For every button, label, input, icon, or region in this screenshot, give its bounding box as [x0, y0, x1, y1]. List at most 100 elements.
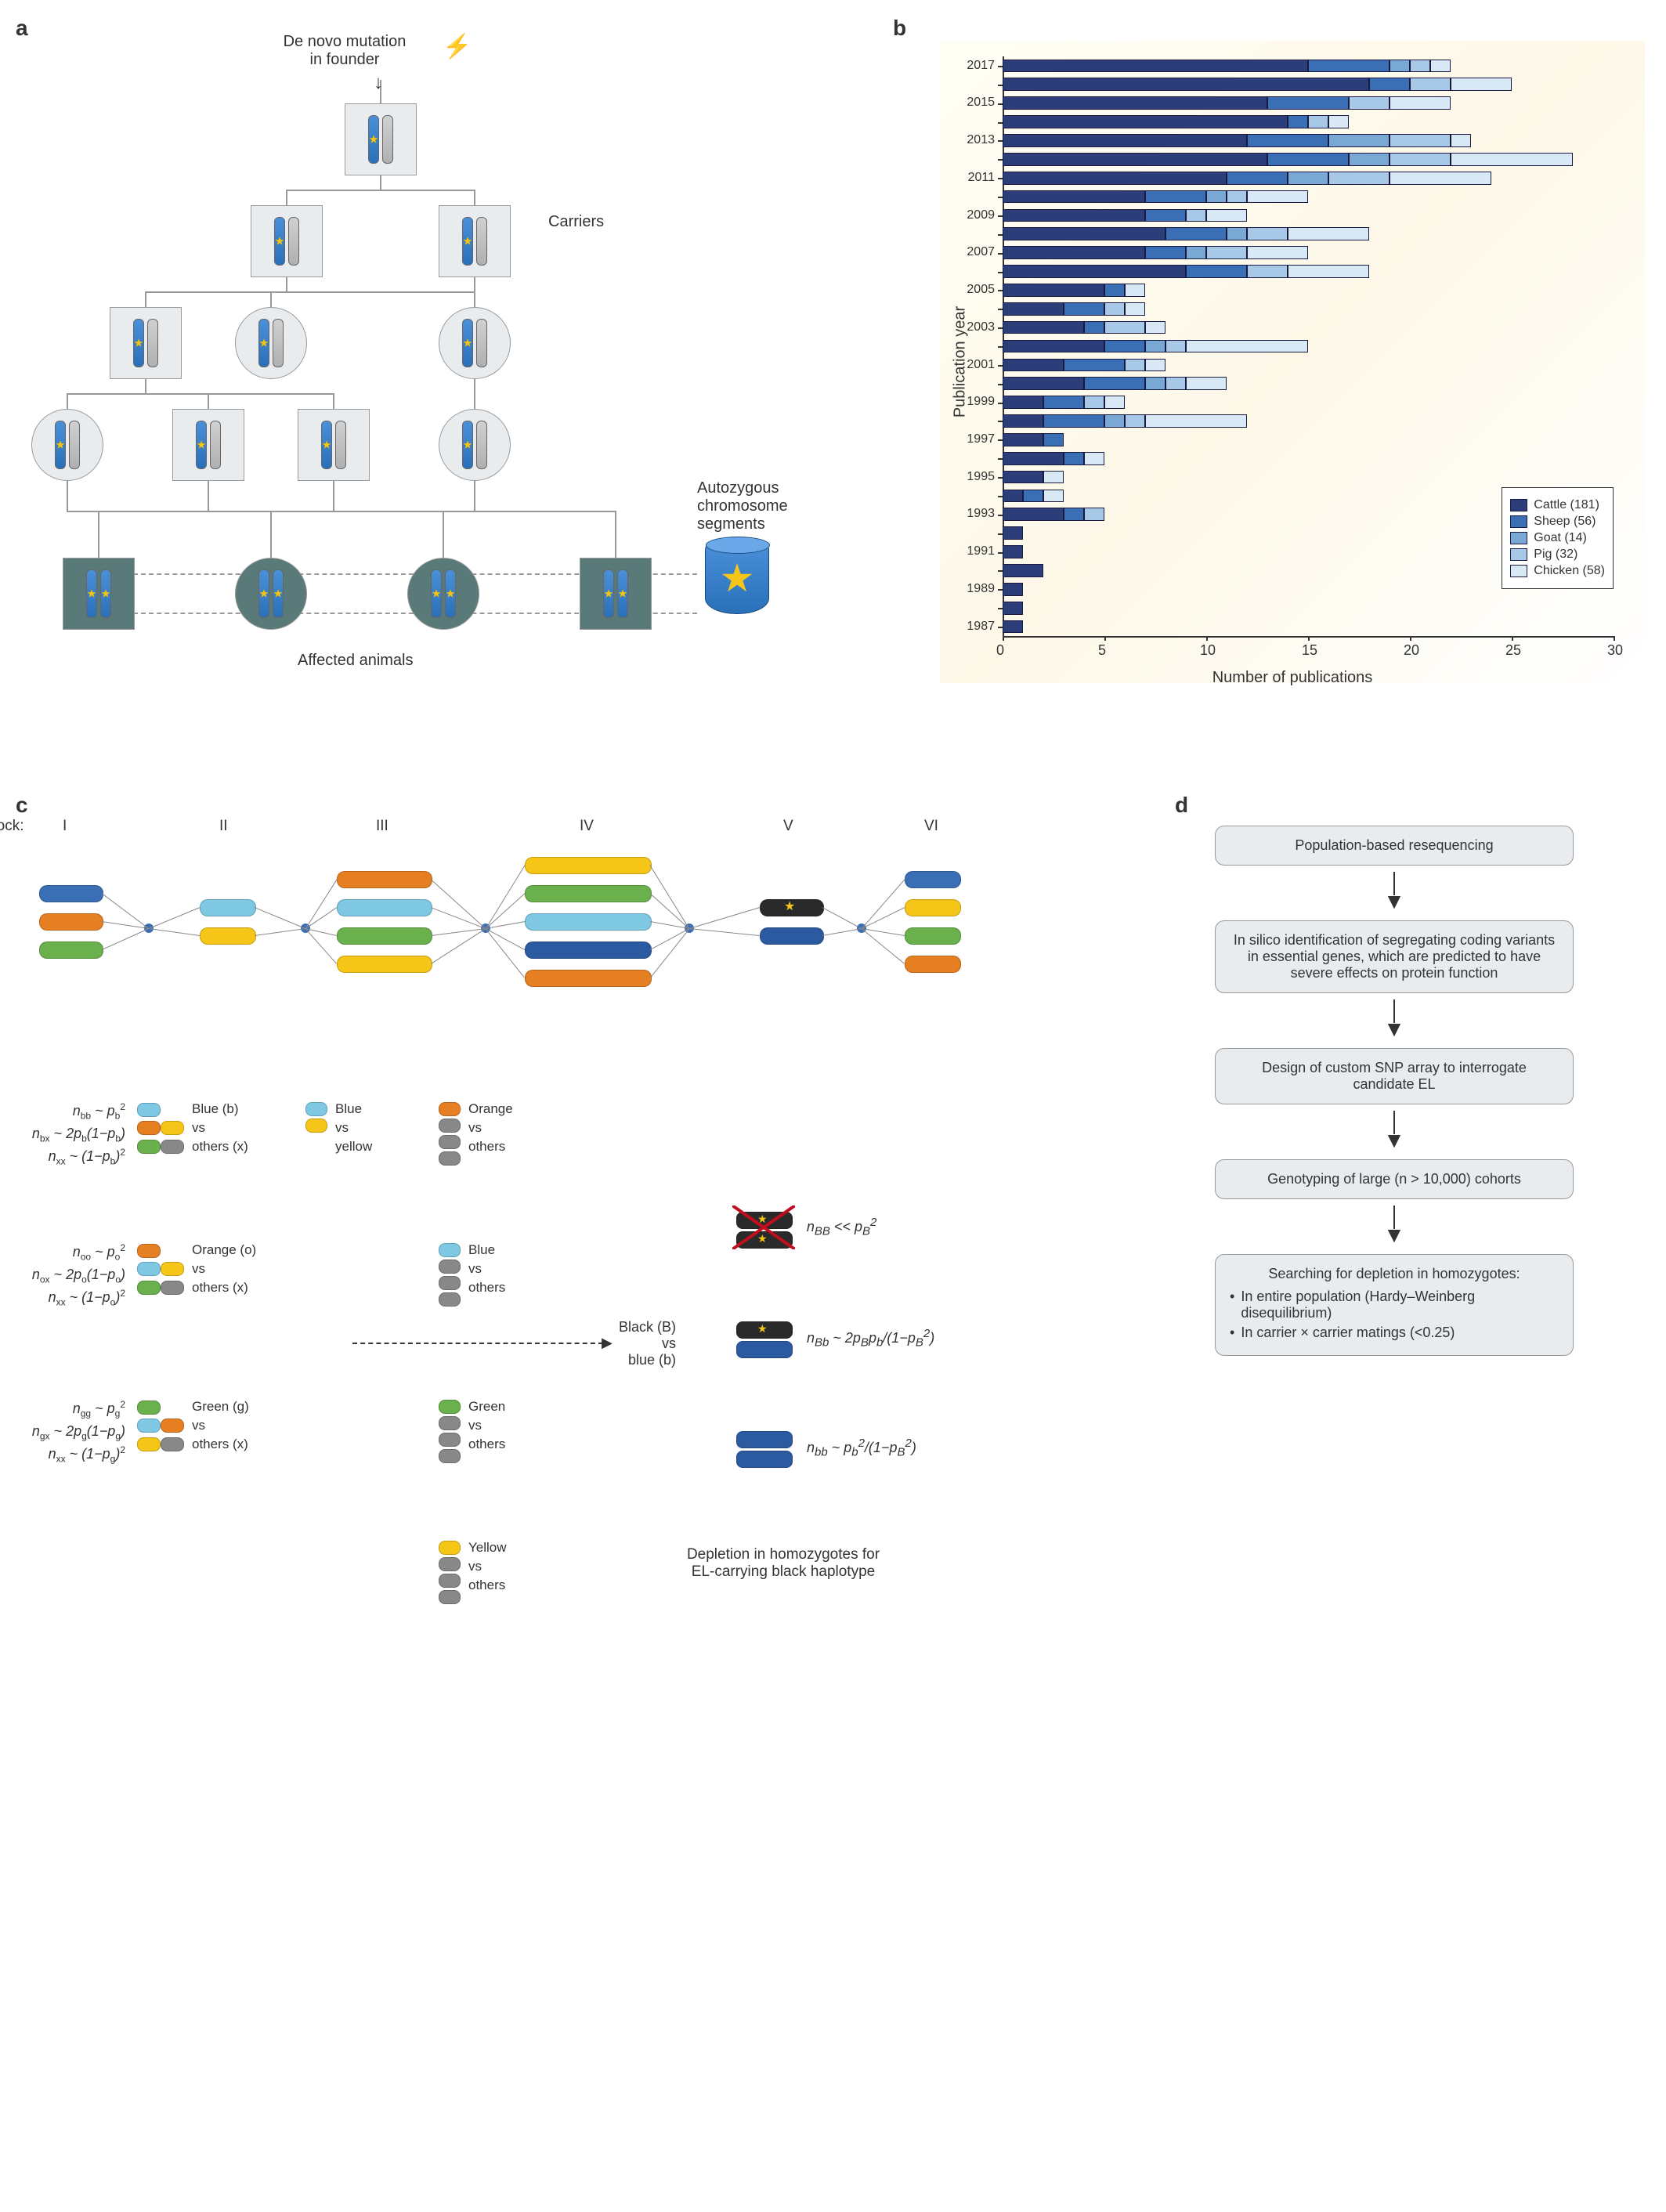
chromosome — [288, 217, 299, 266]
bar-segment-pig — [1125, 359, 1145, 372]
bar-segment-cattle — [1003, 209, 1145, 222]
connector-line — [430, 879, 486, 929]
bar-segment-sheep — [1267, 96, 1349, 110]
chromosome: ★ — [603, 569, 614, 618]
star-icon: ★ — [101, 587, 111, 601]
bar-segment-sheep — [1043, 396, 1084, 409]
bar-row-1999 — [1003, 396, 1125, 409]
connector-line — [486, 893, 526, 929]
legend-swatch — [1510, 499, 1527, 511]
bar-segment-cattle — [1003, 246, 1145, 259]
bar-segment-chicken — [1043, 490, 1064, 503]
pedigree-diagram: De novo mutationin founder ⚡ Carriers Au… — [16, 41, 862, 730]
chromosome — [476, 421, 487, 469]
mid-legend: Orangevsothers — [439, 1100, 513, 1168]
bar-segment-cattle — [1003, 321, 1084, 334]
pedigree-g2c: ★ — [439, 307, 511, 379]
pedigree-aff3: ★★ — [407, 558, 479, 630]
pedigree-line — [208, 479, 209, 511]
bar-segment-pig — [1227, 190, 1247, 204]
bar-row-1996 — [1003, 452, 1104, 465]
panel-d: d Population-based resequencing▼In silic… — [1175, 793, 1614, 1632]
connector-line — [689, 928, 760, 936]
bar-row-2001 — [1003, 359, 1165, 372]
star-icon: ★ — [720, 555, 755, 601]
pedigree-g1a: ★ — [251, 205, 323, 277]
bar-segment-cattle — [1003, 60, 1308, 73]
pedigree-line — [333, 393, 334, 409]
y-tick — [998, 159, 1003, 161]
pedigree-line — [286, 190, 287, 205]
bar-segment-cattle — [1003, 377, 1084, 390]
connector-line — [485, 928, 525, 978]
connector-line — [822, 907, 862, 929]
haplotype-pill — [905, 871, 961, 888]
pedigree-aff1: ★★ — [63, 558, 135, 630]
chromosome: ★ — [368, 115, 379, 164]
formula-legend: Green (g)vsothers (x) — [137, 1397, 249, 1453]
chromosome — [335, 421, 346, 469]
y-tick-label: 2013 — [940, 133, 995, 147]
bar-segment-chicken — [1186, 377, 1227, 390]
bar-segment-pig — [1165, 340, 1186, 353]
bar-segment-chicken — [1145, 359, 1165, 372]
y-tick-label: 2003 — [940, 320, 995, 334]
y-tick-label: 1993 — [940, 507, 995, 521]
y-tick — [998, 309, 1003, 310]
haplotype-pill — [525, 857, 652, 874]
bar-segment-chicken — [1390, 172, 1491, 185]
star-icon: ★ — [618, 587, 628, 601]
pedigree-line — [615, 511, 616, 558]
pedigree-line — [474, 479, 475, 511]
bar-segment-chicken — [1125, 302, 1145, 316]
x-tick-label: 5 — [1098, 642, 1106, 659]
legend-item: Pig (32) — [1510, 548, 1605, 562]
pedigree-line — [270, 291, 272, 307]
y-tick — [998, 215, 1003, 217]
autozygous-cylinder: ★ — [705, 542, 769, 614]
bar-segment-sheep — [1104, 284, 1125, 297]
bar-row-1991 — [1003, 545, 1023, 558]
bar-row-1995 — [1003, 471, 1064, 484]
y-tick-label: 2017 — [940, 59, 995, 73]
formula-group: ngg ~ pg2ngx ~ 2pg(1−pg)nxx ~ (1−pg)2 — [0, 1397, 125, 1466]
chromosome: ★ — [258, 319, 269, 367]
autozygous-label: Autozygouschromosomesegments — [697, 479, 838, 533]
bar-segment-cattle — [1003, 490, 1023, 503]
legend-item: Sheep (56) — [1510, 515, 1605, 529]
mid-legend: Greenvsothers — [439, 1397, 505, 1466]
bar-row-1994 — [1003, 490, 1064, 503]
bar-segment-cattle — [1003, 78, 1369, 91]
pedigree-line — [474, 378, 475, 409]
connector-line — [101, 893, 149, 929]
haplotype-pill — [525, 970, 652, 987]
y-tick-label: 1995 — [940, 470, 995, 484]
arrow-down-icon: ▼ — [1175, 872, 1614, 914]
x-tick-label: 15 — [1302, 642, 1317, 659]
pedigree-line — [286, 276, 287, 291]
y-tick — [998, 253, 1003, 255]
formula-group: noo ~ po2nox ~ 2po(1−po)nxx ~ (1−po)2 — [0, 1241, 125, 1310]
bar-segment-cattle — [1003, 583, 1023, 596]
black-vs-blue-label: Black (B)vsblue (b) — [619, 1319, 676, 1368]
mid-legend: Bluevsothers — [439, 1241, 505, 1309]
y-tick — [998, 421, 1003, 422]
bar-segment-sheep — [1186, 265, 1247, 278]
panel-b: b Publication year Number of publication… — [893, 16, 1645, 730]
bar-segment-cattle — [1003, 564, 1043, 577]
bar-segment-chicken — [1084, 452, 1104, 465]
bar-segment-sheep — [1145, 246, 1186, 259]
x-tick — [1308, 636, 1310, 641]
connector-line — [102, 928, 149, 950]
y-tick — [998, 496, 1003, 497]
y-tick — [998, 365, 1003, 367]
chromosome — [273, 319, 284, 367]
bar-segment-cattle — [1003, 284, 1104, 297]
bar-segment-pig — [1308, 115, 1328, 128]
y-tick — [998, 290, 1003, 291]
bar-row-2010 — [1003, 190, 1308, 204]
bar-segment-cattle — [1003, 471, 1043, 484]
bar-segment-pig — [1390, 153, 1451, 166]
bar-segment-cattle — [1003, 172, 1227, 185]
block-label-I: I — [63, 818, 67, 835]
